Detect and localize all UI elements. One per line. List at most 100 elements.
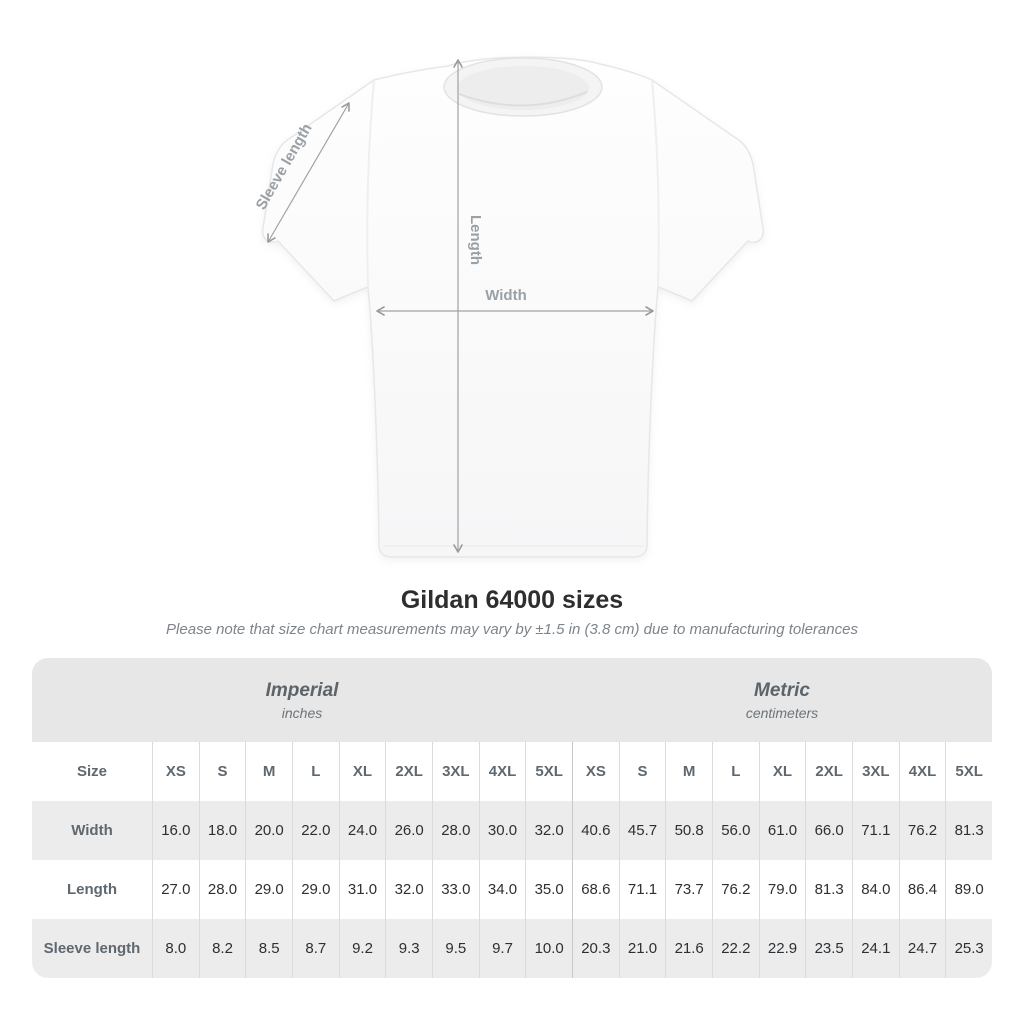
row-label: Width bbox=[71, 822, 113, 839]
measurement-cell: 30.0 bbox=[478, 801, 526, 860]
measurement-cell: 61.0 bbox=[758, 801, 806, 860]
measurement-cell: 22.2 bbox=[712, 919, 759, 978]
measurement-cell: 8.5 bbox=[245, 919, 292, 978]
measurement-cell: 84.0 bbox=[852, 860, 899, 919]
measurement-cell: 20.0 bbox=[245, 801, 292, 860]
measurement-row: Sleeve length 8.0 8.2 8.5 8.7 9.2 9.3 9.5 9.7 10.… bbox=[32, 919, 992, 978]
size-chart-rows: Size XS S M L XL 2XL 3XL 4XL 5XL XS S M L XL 2XL 3XL 4XL 5… bbox=[32, 742, 992, 978]
right-sleeve-seam bbox=[651, 79, 660, 288]
measurement-cell: 76.2 bbox=[898, 801, 946, 860]
measurement-cell: 32.0 bbox=[525, 801, 572, 860]
size-header-cell-imperial-xl: XL bbox=[338, 742, 386, 801]
measurement-cell: 10.0 bbox=[525, 919, 572, 978]
measurement-cell: 16.0 bbox=[152, 801, 199, 860]
measurement-cell: 24.7 bbox=[898, 919, 946, 978]
imperial-sublabel: inches bbox=[281, 704, 323, 721]
unit-group-metric: Metric centimeters bbox=[572, 658, 992, 742]
page-title: Gildan 64000 sizes bbox=[400, 586, 624, 614]
size-header-cell-metric-xl: XL bbox=[758, 742, 806, 801]
measurement-cell: 23.5 bbox=[805, 919, 852, 978]
size-header-cell-imperial-2xl: 2XL bbox=[385, 742, 432, 801]
size-header-cell-metric-l: L bbox=[712, 742, 759, 801]
measurement-cell: 66.0 bbox=[805, 801, 852, 860]
length-label: Length bbox=[467, 215, 484, 265]
measurement-cell: 79.0 bbox=[758, 860, 806, 919]
measurement-cell: 73.7 bbox=[665, 860, 712, 919]
measurement-cell: 31.0 bbox=[338, 860, 386, 919]
width-label: Width bbox=[485, 287, 527, 304]
size-header-cell-imperial-m: M bbox=[245, 742, 292, 801]
measurement-cell: 81.3 bbox=[945, 801, 992, 860]
size-header-cell-imperial-xs: XS bbox=[152, 742, 199, 801]
tolerance-note: Please note that size chart measurements… bbox=[166, 621, 858, 638]
measurement-cell: 56.0 bbox=[712, 801, 759, 860]
unit-group-imperial: Imperial inches bbox=[32, 658, 572, 742]
tshirt-size-diagram: Sleeve length Length Width bbox=[253, 56, 765, 558]
measurement-cell: 45.7 bbox=[618, 801, 666, 860]
measurement-cell: 9.2 bbox=[338, 919, 386, 978]
row-label: Sleeve length bbox=[43, 940, 141, 957]
size-header-cell-metric-5xl: 5XL bbox=[945, 742, 992, 801]
measurement-cell: 71.1 bbox=[852, 801, 899, 860]
measurement-cell: 27.0 bbox=[152, 860, 199, 919]
measurement-cell: 32.0 bbox=[385, 860, 432, 919]
tshirt-illustration bbox=[261, 56, 765, 558]
measurement-cell: 81.3 bbox=[805, 860, 852, 919]
sleeve-length-arrow bbox=[267, 102, 350, 243]
measurement-cell: 21.6 bbox=[665, 919, 712, 978]
measurement-cell: 8.7 bbox=[292, 919, 339, 978]
collar-inner-shadow bbox=[458, 91, 588, 107]
metric-sublabel: centimeters bbox=[745, 704, 819, 721]
size-header-cell-imperial-s: S bbox=[198, 742, 246, 801]
measurement-cell: 9.3 bbox=[385, 919, 432, 978]
measurement-cell: 33.0 bbox=[432, 860, 479, 919]
size-header-cell-metric-3xl: 3XL bbox=[852, 742, 899, 801]
measurement-cell: 28.0 bbox=[198, 860, 246, 919]
measurement-cell: 18.0 bbox=[198, 801, 246, 860]
measurement-row: Width 16.0 18.0 20.0 22.0 24.0 26.0 28.0 30.0 32.… bbox=[32, 801, 992, 860]
measurement-cell: 8.2 bbox=[198, 919, 246, 978]
size-column-header: Size bbox=[76, 763, 107, 780]
measurement-cell: 9.7 bbox=[478, 919, 526, 978]
measurement-cell: 28.0 bbox=[432, 801, 479, 860]
measurement-cell: 21.0 bbox=[618, 919, 666, 978]
measurement-cell: 24.0 bbox=[338, 801, 386, 860]
measurement-cell: 20.3 bbox=[572, 919, 619, 978]
size-header-cell-imperial-3xl: 3XL bbox=[432, 742, 479, 801]
size-chart-table: Imperial inches Metric centimeters Size X… bbox=[32, 658, 992, 978]
measurement-cell: 86.4 bbox=[898, 860, 946, 919]
metric-label: Metric bbox=[754, 679, 810, 701]
size-header-cell-metric-m: M bbox=[665, 742, 712, 801]
size-header-cell-metric-s: S bbox=[618, 742, 666, 801]
measurement-cell: 29.0 bbox=[292, 860, 339, 919]
size-header-cell-imperial-5xl: 5XL bbox=[525, 742, 572, 801]
measurement-cell: 89.0 bbox=[945, 860, 992, 919]
size-header-cell-imperial-l: L bbox=[292, 742, 339, 801]
measurement-cell: 76.2 bbox=[712, 860, 759, 919]
measurement-cell: 34.0 bbox=[478, 860, 526, 919]
size-header-cell-imperial-4xl: 4XL bbox=[478, 742, 526, 801]
size-header-row: Size XS S M L XL 2XL 3XL 4XL 5XL XS S M L XL 2XL 3XL 4XL 5… bbox=[32, 742, 992, 801]
imperial-label: Imperial bbox=[265, 679, 339, 701]
measurement-cell: 8.0 bbox=[152, 919, 199, 978]
measurement-cell: 22.0 bbox=[292, 801, 339, 860]
measurement-cell: 29.0 bbox=[245, 860, 292, 919]
unit-header-band: Imperial inches Metric centimeters bbox=[32, 658, 992, 742]
size-header-cell-metric-4xl: 4XL bbox=[898, 742, 946, 801]
measurement-cell: 71.1 bbox=[618, 860, 666, 919]
size-header-cell-metric-xs: XS bbox=[572, 742, 619, 801]
left-sleeve-seam bbox=[366, 79, 375, 288]
measurement-row: Length 27.0 28.0 29.0 29.0 31.0 32.0 33.0 34.0 35… bbox=[32, 860, 992, 919]
measurement-cell: 24.1 bbox=[852, 919, 899, 978]
collar-opening bbox=[457, 66, 589, 110]
measurement-cell: 68.6 bbox=[572, 860, 619, 919]
size-header-cell-metric-2xl: 2XL bbox=[805, 742, 852, 801]
measurement-cell: 40.6 bbox=[572, 801, 619, 860]
measurement-cell: 9.5 bbox=[432, 919, 479, 978]
measurement-cell: 35.0 bbox=[525, 860, 572, 919]
measurement-cell: 22.9 bbox=[758, 919, 806, 978]
row-label: Length bbox=[67, 881, 117, 898]
measurement-cell: 26.0 bbox=[385, 801, 432, 860]
tshirt-body-shape bbox=[261, 56, 765, 558]
measurement-cell: 50.8 bbox=[665, 801, 712, 860]
